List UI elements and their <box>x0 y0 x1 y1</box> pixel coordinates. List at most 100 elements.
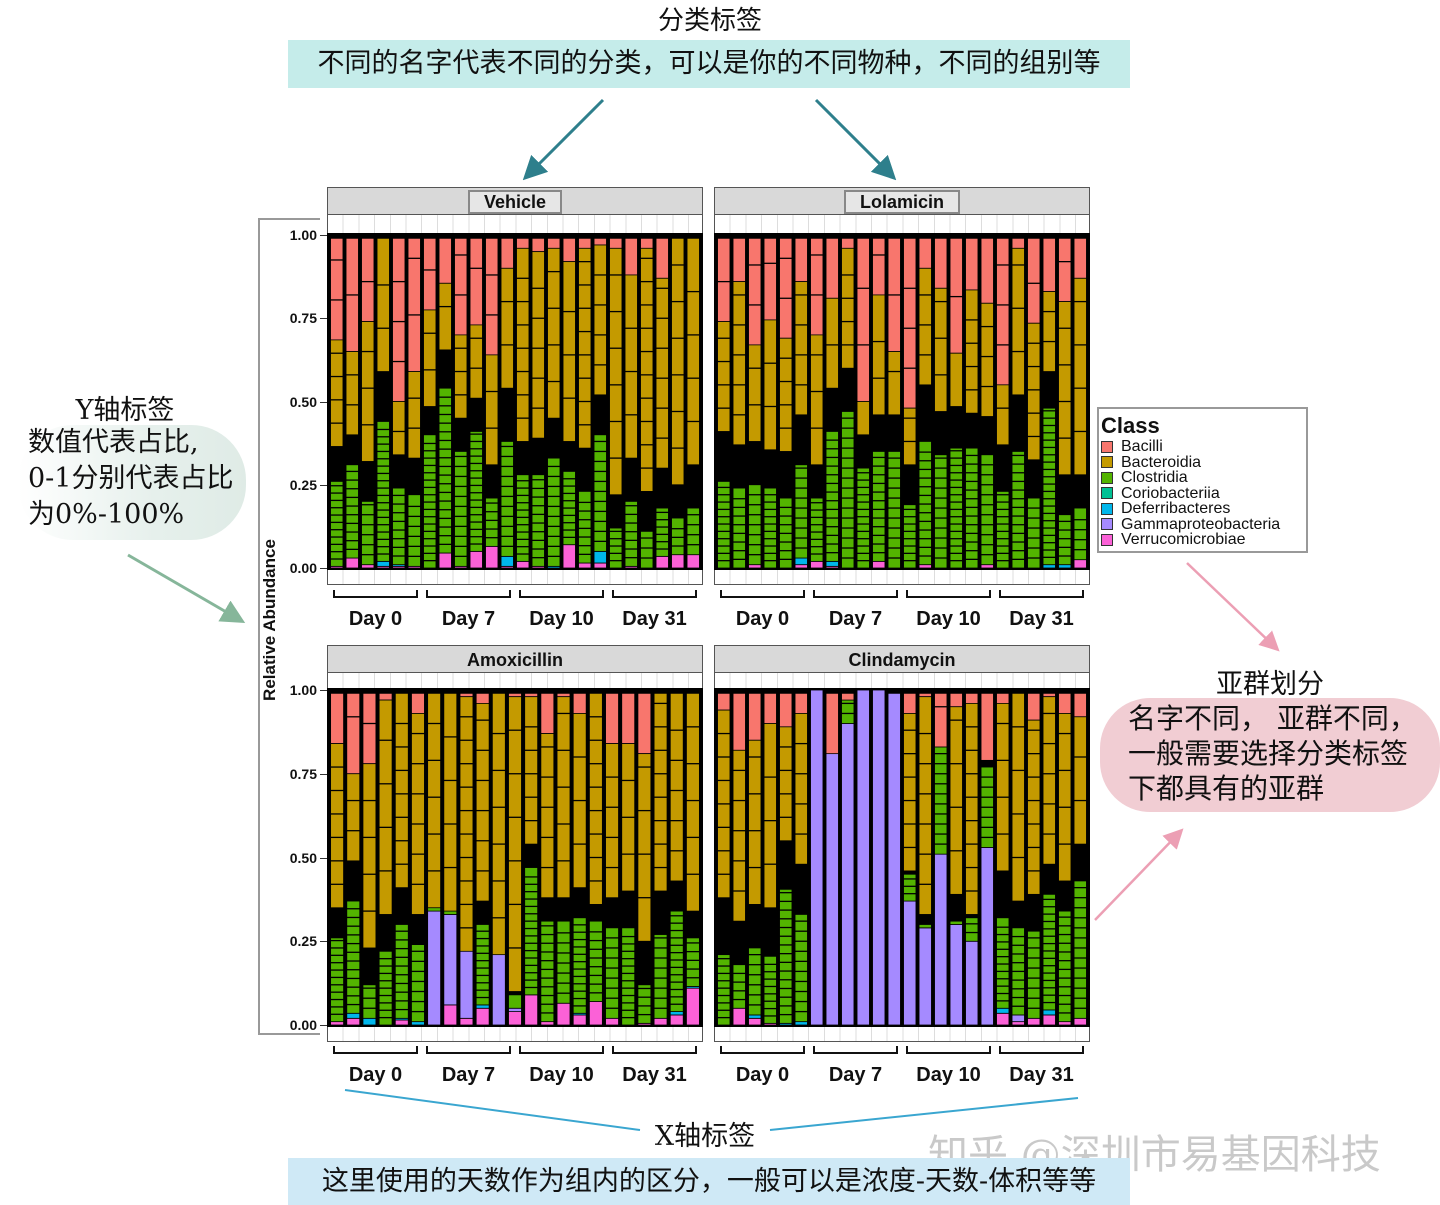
legend-swatch <box>1101 533 1113 546</box>
y-tick-mark <box>320 941 327 943</box>
bar-segment-clostridia <box>438 387 452 554</box>
bar-segment-clostridia <box>640 530 654 569</box>
y-tick-label: 0.75 <box>289 310 317 327</box>
bar-segment-bacteroidia <box>547 247 561 419</box>
bar-segment-bacteroidia <box>637 753 652 942</box>
bar-segment-bacilli <box>1073 692 1087 718</box>
bar-segment-verrucomicrobiae <box>485 545 499 569</box>
y-tick-label: 0.00 <box>289 560 317 576</box>
bar-segment-bacilli <box>1042 237 1056 293</box>
group-label: Day 7 <box>828 1064 883 1086</box>
bar-segment-clostridia <box>686 937 700 987</box>
y-axis-frame <box>258 218 320 1035</box>
y-tick-mark <box>320 401 327 403</box>
bar-segment-bacilli <box>624 237 638 276</box>
subgroup-annotation-line: 下都具有的亚群 <box>1128 772 1325 805</box>
bar-segment-clostridia <box>810 497 824 562</box>
plot-area-vehicle <box>327 233 703 570</box>
bar-segment-bacilli <box>732 237 746 283</box>
bar-segment-clostridia <box>346 900 361 1014</box>
bar-segment-bacteroidia <box>345 351 359 436</box>
bar-segment-bacteroidia <box>965 289 979 414</box>
bar-segment-verrucomicrobiae <box>345 557 359 569</box>
group-bracket <box>333 590 418 598</box>
bar-segment-bacteroidia <box>996 702 1010 872</box>
bar-segment-bacteroidia <box>443 692 458 912</box>
bar-segment-verrucomicrobiae <box>1058 1021 1072 1026</box>
y-tick-label: 0.50 <box>289 849 317 866</box>
bar-segment-bacteroidia <box>669 692 684 882</box>
bar-segment-clostridia <box>572 917 587 1014</box>
bar-segment-bacteroidia <box>588 692 603 905</box>
legend-item: Bacteroidia <box>1101 454 1306 471</box>
subgroup-annotation-title: 亚群划分 <box>1216 669 1324 700</box>
bar-segment-verrucomicrobiae <box>361 564 375 569</box>
bar-segment-bacilli <box>609 237 623 249</box>
bar-segment-bacteroidia <box>469 324 483 399</box>
bar-segment-bacilli <box>732 692 746 751</box>
legend-item: Verrucomicrobiae <box>1101 532 1306 548</box>
bar-segment-clostridia <box>361 500 375 566</box>
bar-segment-verrucomicrobiae <box>653 1017 668 1026</box>
bar-segment-bacilli <box>903 237 917 409</box>
bar-segment-verrucomicrobiae <box>686 554 700 569</box>
group-label: Day 7 <box>828 608 883 630</box>
bar-segment-gammaproteobacteria <box>965 940 979 1026</box>
bar-segment-verrucomicrobiae <box>459 1017 474 1026</box>
bar-segment-clostridia <box>872 451 886 562</box>
legend-swatch <box>1101 518 1113 531</box>
bar-segment-bacteroidia <box>717 321 731 432</box>
group-label: Day 0 <box>348 1064 403 1086</box>
legend-title: Class <box>1101 413 1160 438</box>
bar-segment-bacteroidia <box>655 277 669 469</box>
legend-swatch <box>1101 487 1113 500</box>
y-tick-label: 0.25 <box>289 476 317 493</box>
bar-segment-bacilli <box>825 237 839 299</box>
y-tick-label: 0.75 <box>289 765 317 782</box>
bar-segment-bacilli <box>841 692 855 701</box>
bar-segment-bacteroidia <box>605 743 619 899</box>
bar-segment-gammaproteobacteria <box>491 950 506 1026</box>
group-label: Day 31 <box>622 1064 687 1086</box>
bar-segment-clostridia <box>903 873 917 902</box>
bar-segment-gammaproteobacteria <box>903 900 917 1026</box>
bar-segment-bacteroidia <box>1027 322 1041 461</box>
y-tick-mark <box>320 690 327 691</box>
legend-label: Verrucomicrobiae <box>1121 531 1246 548</box>
bar-segment-bacteroidia <box>686 692 700 912</box>
bar-segment-deferribacteres <box>1042 564 1056 569</box>
bar-segment-bacilli <box>378 692 393 701</box>
group-label: Day 31 <box>1009 1064 1074 1086</box>
group-label: Day 10 <box>916 1064 981 1086</box>
bar-segment-bacilli <box>330 237 344 341</box>
bar-segment-bacilli <box>856 237 870 402</box>
bar-segment-clostridia <box>469 431 483 552</box>
bar-segment-gammaproteobacteria <box>949 924 963 1026</box>
bar-segment-clostridia <box>345 464 359 559</box>
bar-segment-bacilli <box>547 237 561 249</box>
legend-item: Gammaproteobacteria <box>1101 516 1306 533</box>
bar-segment-bacteroidia <box>362 763 377 949</box>
bar-segment-bacilli <box>454 237 468 336</box>
group-bracket <box>813 590 898 598</box>
plot-area-amoxicillin <box>327 688 703 1027</box>
bar-segment-verrucomicrobiae <box>394 1019 409 1026</box>
bar-segment-verrucomicrobiae <box>794 564 808 569</box>
bar-segment-verrucomicrobiae <box>524 994 539 1026</box>
subgroup-annotation-text: 名字不同， 亚群不同， 一般需要选择分类标签 下都具有的亚群 <box>1128 701 1417 806</box>
bar-segment-gammaproteobacteria <box>841 723 855 1026</box>
bar-segment-clostridia <box>1027 497 1041 569</box>
facet-strip-clindamycin: Clindamycin <box>714 645 1090 673</box>
bar-segment-verrucomicrobiae <box>578 562 592 569</box>
bar-segment-bacilli <box>361 237 375 322</box>
bar-segment-bacilli <box>872 237 886 296</box>
bar-segment-bacilli <box>1058 237 1072 303</box>
bar-segment-clostridia <box>653 934 668 1019</box>
legend-item: Clostridia <box>1101 470 1306 486</box>
bar-segment-clostridia <box>717 954 731 1026</box>
legend-item: Coriobacteriia <box>1101 485 1306 502</box>
bar-segment-verrucomicrobiae <box>443 1004 458 1026</box>
bar-segment-clostridia <box>686 507 700 556</box>
bar-segment-verrucomicrobiae <box>671 554 685 569</box>
group-bracket <box>999 1046 1084 1054</box>
